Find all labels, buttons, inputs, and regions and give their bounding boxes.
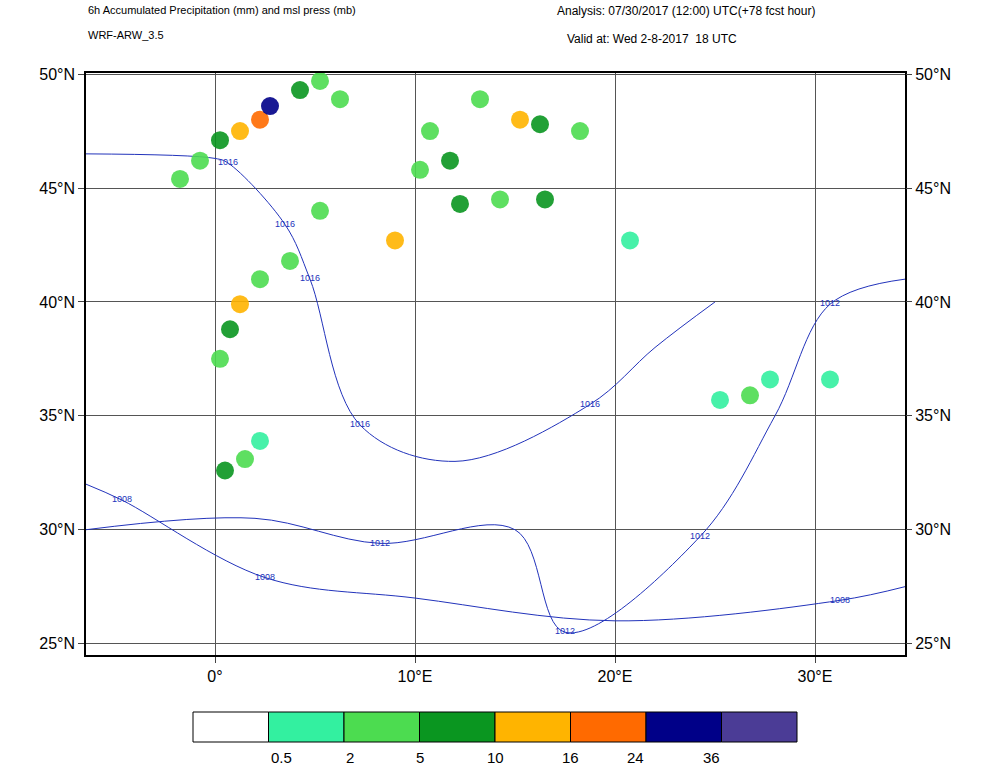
svg-text:6h Accumulated Precipitation (: 6h Accumulated Precipitation (mm) and ms… bbox=[88, 4, 356, 16]
svg-text:1016: 1016 bbox=[300, 273, 320, 283]
svg-text:WRF-ARW_3.5: WRF-ARW_3.5 bbox=[88, 29, 164, 41]
svg-text:1012: 1012 bbox=[370, 538, 390, 548]
svg-text:1016: 1016 bbox=[350, 419, 370, 429]
svg-text:35°N: 35°N bbox=[39, 407, 75, 424]
svg-text:0°: 0° bbox=[207, 668, 222, 685]
svg-text:1012: 1012 bbox=[690, 531, 710, 541]
svg-text:10: 10 bbox=[487, 749, 504, 766]
svg-text:30°N: 30°N bbox=[39, 521, 75, 538]
svg-text:1012: 1012 bbox=[555, 626, 575, 636]
svg-text:10°E: 10°E bbox=[398, 668, 433, 685]
svg-text:30°E: 30°E bbox=[798, 668, 833, 685]
svg-text:20°E: 20°E bbox=[598, 668, 633, 685]
svg-text:24: 24 bbox=[627, 749, 644, 766]
svg-text:2: 2 bbox=[346, 749, 354, 766]
svg-text:1016: 1016 bbox=[275, 219, 295, 229]
svg-text:1008: 1008 bbox=[255, 572, 275, 582]
svg-text:1008: 1008 bbox=[830, 595, 850, 605]
svg-text:40°N: 40°N bbox=[915, 294, 951, 311]
svg-text:Valid at: Wed 2-8-2017 18 UTC: Valid at: Wed 2-8-2017 18 UTC bbox=[567, 32, 737, 46]
svg-text:0.5: 0.5 bbox=[271, 749, 292, 766]
svg-text:5: 5 bbox=[416, 749, 424, 766]
svg-text:36: 36 bbox=[703, 749, 720, 766]
svg-text:45°N: 45°N bbox=[915, 180, 951, 197]
svg-text:50°N: 50°N bbox=[915, 66, 951, 83]
svg-text:30°N: 30°N bbox=[915, 521, 951, 538]
svg-text:25°N: 25°N bbox=[39, 635, 75, 652]
svg-text:25°N: 25°N bbox=[915, 635, 951, 652]
svg-text:1016: 1016 bbox=[580, 399, 600, 409]
svg-text:1012: 1012 bbox=[820, 298, 840, 308]
svg-text:1008: 1008 bbox=[112, 494, 132, 504]
svg-text:Analysis: 07/30/2017 (12:00) U: Analysis: 07/30/2017 (12:00) UTC(+78 fcs… bbox=[557, 4, 815, 18]
svg-text:40°N: 40°N bbox=[39, 294, 75, 311]
svg-text:45°N: 45°N bbox=[39, 180, 75, 197]
svg-text:16: 16 bbox=[562, 749, 579, 766]
svg-text:35°N: 35°N bbox=[915, 407, 951, 424]
svg-text:1016: 1016 bbox=[218, 157, 238, 167]
svg-text:50°N: 50°N bbox=[39, 66, 75, 83]
